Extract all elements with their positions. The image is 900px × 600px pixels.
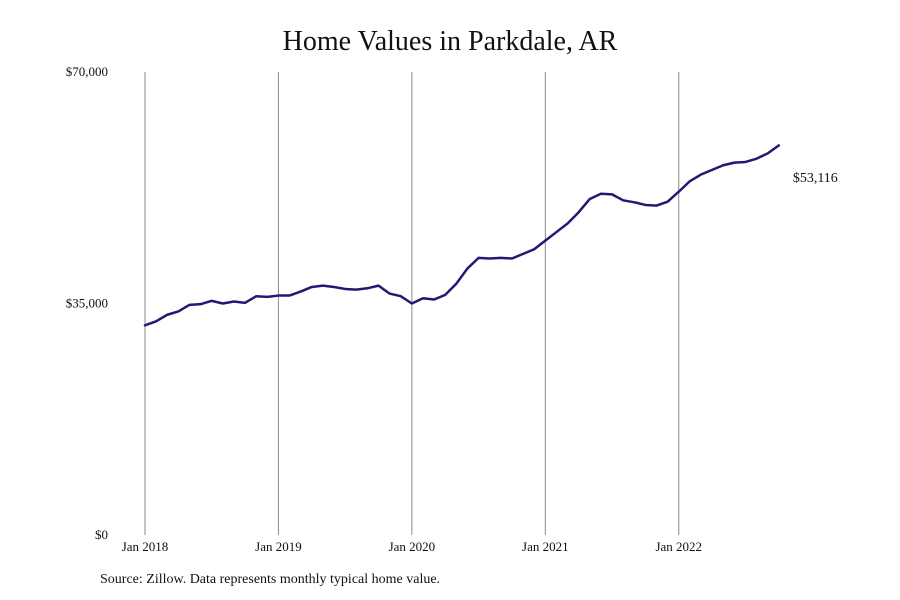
data-point	[311, 286, 313, 288]
data-point	[511, 257, 513, 259]
data-point	[400, 295, 402, 297]
data-point	[577, 211, 579, 213]
data-point	[555, 231, 557, 233]
data-point	[277, 294, 279, 296]
data-point	[355, 288, 357, 290]
data-point	[377, 284, 379, 286]
data-point	[477, 257, 479, 259]
data-point	[455, 282, 457, 284]
data-point	[733, 161, 735, 163]
data-point	[666, 200, 668, 202]
end-label-group: $53,116	[793, 171, 838, 186]
series	[143, 144, 781, 327]
data-point	[622, 199, 624, 201]
chart-title: Home Values in Parkdale, AR	[282, 26, 618, 57]
data-point	[600, 193, 602, 195]
data-point	[711, 169, 713, 171]
data-point	[299, 290, 301, 292]
data-point	[244, 302, 246, 304]
data-point	[411, 302, 413, 304]
series-line	[143, 144, 781, 327]
data-point	[522, 253, 524, 255]
data-point	[322, 284, 324, 286]
data-point	[611, 193, 613, 195]
x-tick-label: Jan 2022	[655, 539, 702, 554]
data-point	[366, 287, 368, 289]
data-point	[177, 310, 179, 312]
data-point	[500, 257, 502, 259]
data-point	[544, 239, 546, 241]
data-point	[433, 298, 435, 300]
source-note: Source: Zillow. Data represents monthly …	[100, 572, 441, 587]
x-tick-label: Jan 2020	[389, 539, 436, 554]
data-point	[744, 161, 746, 163]
end-value-label: $53,116	[793, 171, 838, 186]
data-point	[266, 296, 268, 298]
data-point	[288, 294, 290, 296]
data-point	[778, 144, 780, 146]
data-point	[722, 164, 724, 166]
data-point	[199, 303, 201, 305]
data-point	[333, 286, 335, 288]
data-point	[689, 180, 691, 182]
data-point	[188, 304, 190, 306]
data-point	[678, 191, 680, 193]
x-tick-label: Jan 2019	[255, 539, 302, 554]
y-tick-label: $70,000	[66, 64, 108, 79]
data-point	[533, 248, 535, 250]
x-tick-label: Jan 2021	[522, 539, 569, 554]
data-point	[566, 222, 568, 224]
x-tick-label: Jan 2018	[122, 539, 169, 554]
data-point	[633, 201, 635, 203]
data-point	[644, 204, 646, 206]
data-point	[388, 292, 390, 294]
data-point	[422, 297, 424, 299]
data-point	[255, 295, 257, 297]
y-tick-label: $0	[95, 527, 108, 542]
x-axis-labels: Jan 2018 Jan 2019 Jan 2020 Jan 2021 Jan 2022	[122, 539, 702, 554]
data-point	[767, 152, 769, 154]
data-point	[444, 294, 446, 296]
data-point	[589, 198, 591, 200]
data-point	[466, 267, 468, 269]
data-point	[344, 288, 346, 290]
data-point	[211, 300, 213, 302]
data-point	[222, 302, 224, 304]
data-point	[700, 173, 702, 175]
data-point	[489, 257, 491, 259]
data-point	[755, 157, 757, 159]
data-point	[144, 324, 146, 326]
data-point	[233, 300, 235, 302]
data-point	[655, 204, 657, 206]
data-point	[166, 314, 168, 316]
y-axis-labels: $0 $35,000 $70,000	[66, 64, 108, 542]
y-tick-label: $35,000	[66, 296, 108, 311]
data-point	[155, 320, 157, 322]
